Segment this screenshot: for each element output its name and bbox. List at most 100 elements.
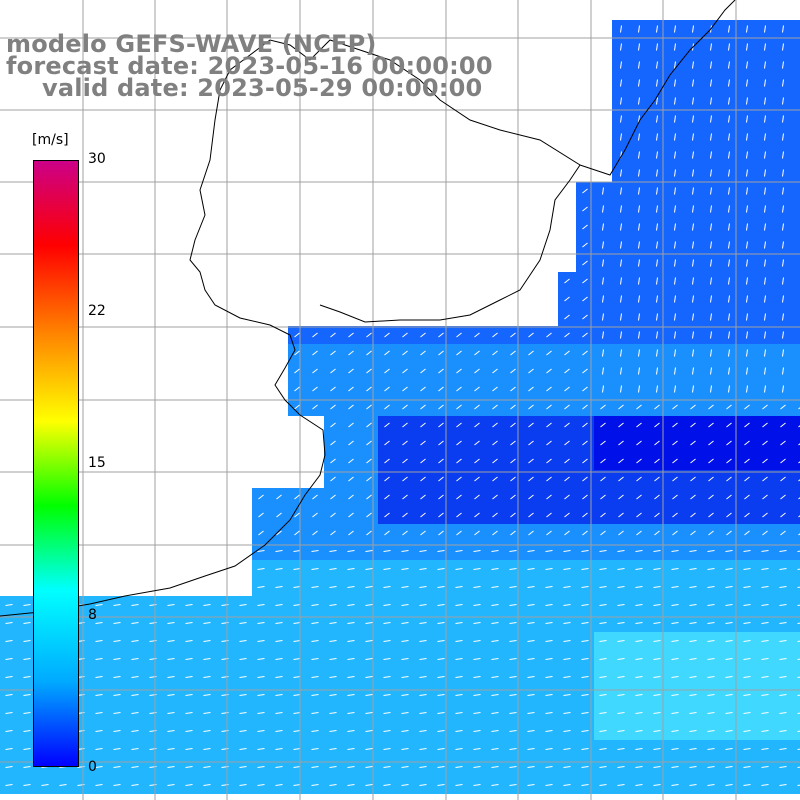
wind-arrow <box>746 25 748 33</box>
wind-arrow <box>780 404 786 410</box>
wind-arrow <box>311 622 319 624</box>
wind-arrow <box>582 422 588 428</box>
wind-arrow <box>692 151 694 159</box>
wind-arrow <box>746 241 748 249</box>
wind-arrow <box>692 205 694 213</box>
wind-arrow <box>492 530 498 536</box>
wind-arrow <box>764 277 766 285</box>
wind-arrow <box>402 512 408 518</box>
wind-arrow <box>167 766 175 768</box>
wind-arrow <box>347 604 355 606</box>
wind-arrow <box>582 386 588 392</box>
wind-arrow <box>600 404 606 410</box>
wind-arrow <box>491 568 499 570</box>
wind-arrow <box>185 622 193 624</box>
wind-arrow <box>690 512 696 518</box>
wind-arrow <box>797 622 800 624</box>
wind-arrow <box>692 115 694 123</box>
wind-arrow <box>95 748 103 750</box>
wind-arrow <box>618 530 624 536</box>
wind-arrow <box>690 440 696 446</box>
wind-arrow <box>311 730 319 732</box>
wind-arrow <box>656 259 658 267</box>
wind-arrow <box>528 440 534 446</box>
wind-arrow <box>509 730 517 732</box>
wind-speed-cell <box>792 290 800 308</box>
wind-arrow <box>491 730 499 732</box>
wind-arrow <box>581 640 589 642</box>
wind-arrow <box>185 766 193 768</box>
wind-arrow <box>528 530 534 536</box>
wind-arrow <box>674 223 676 231</box>
wind-arrow <box>275 622 283 624</box>
wind-arrow <box>402 404 408 410</box>
wind-arrow <box>95 730 103 732</box>
wind-arrow <box>473 712 481 714</box>
wind-arrow <box>599 694 607 696</box>
wind-arrow <box>602 367 604 375</box>
wind-arrow <box>545 784 553 786</box>
wind-arrow <box>672 440 678 446</box>
wind-arrow <box>672 476 678 482</box>
wind-arrow <box>638 25 640 33</box>
wind-arrow <box>402 368 408 374</box>
wind-arrow <box>689 694 697 696</box>
wind-arrow <box>620 169 622 177</box>
wind-arrow <box>782 25 784 33</box>
wind-arrow <box>348 530 354 536</box>
wind-arrow <box>797 604 800 606</box>
wind-arrow <box>581 604 589 606</box>
wind-arrow <box>437 658 445 660</box>
wind-arrow <box>311 766 319 768</box>
wind-arrow <box>728 97 730 105</box>
wind-arrow <box>239 640 247 642</box>
wind-arrow <box>782 385 784 393</box>
wind-arrow <box>437 622 445 624</box>
wind-arrow <box>674 277 676 285</box>
wind-arrow <box>23 622 31 624</box>
wind-arrow <box>744 458 750 464</box>
wind-arrow <box>455 604 463 606</box>
wind-arrow <box>113 712 121 714</box>
wind-arrow <box>420 332 426 338</box>
wind-arrow <box>707 622 715 624</box>
wind-arrow <box>728 385 730 393</box>
wind-arrow <box>455 676 463 678</box>
wind-arrow <box>764 223 766 231</box>
wind-arrow <box>545 712 553 714</box>
wind-arrow <box>671 622 679 624</box>
wind-arrow <box>455 640 463 642</box>
wind-speed-cell <box>792 722 800 740</box>
wind-arrow <box>329 784 337 786</box>
wind-arrow <box>674 385 676 393</box>
wind-arrow <box>692 259 694 267</box>
wind-arrow <box>782 43 784 51</box>
wind-arrow <box>779 622 787 624</box>
wind-arrow <box>707 712 715 714</box>
wind-arrow <box>563 748 571 750</box>
wind-arrow <box>420 386 426 392</box>
wind-arrow <box>761 568 769 570</box>
wind-speed-cell <box>792 776 800 794</box>
wind-arrow <box>617 712 625 714</box>
wind-arrow <box>710 187 712 195</box>
wind-arrow <box>473 748 481 750</box>
wind-arrow <box>23 676 31 678</box>
wind-arrow <box>384 494 390 500</box>
wind-speed-field <box>0 20 800 794</box>
wind-arrow <box>725 748 733 750</box>
wind-arrow <box>239 712 247 714</box>
wind-speed-cell <box>792 686 800 704</box>
wind-arrow <box>131 640 139 642</box>
wind-arrow <box>743 640 751 642</box>
wind-arrow <box>779 766 787 768</box>
wind-arrow <box>743 712 751 714</box>
wind-arrow <box>746 187 748 195</box>
wind-speed-cell <box>792 704 800 722</box>
wind-arrow <box>582 224 588 230</box>
wind-arrow <box>492 404 498 410</box>
wind-arrow <box>95 604 103 606</box>
wind-arrow <box>743 622 751 624</box>
wind-arrow <box>473 676 481 678</box>
